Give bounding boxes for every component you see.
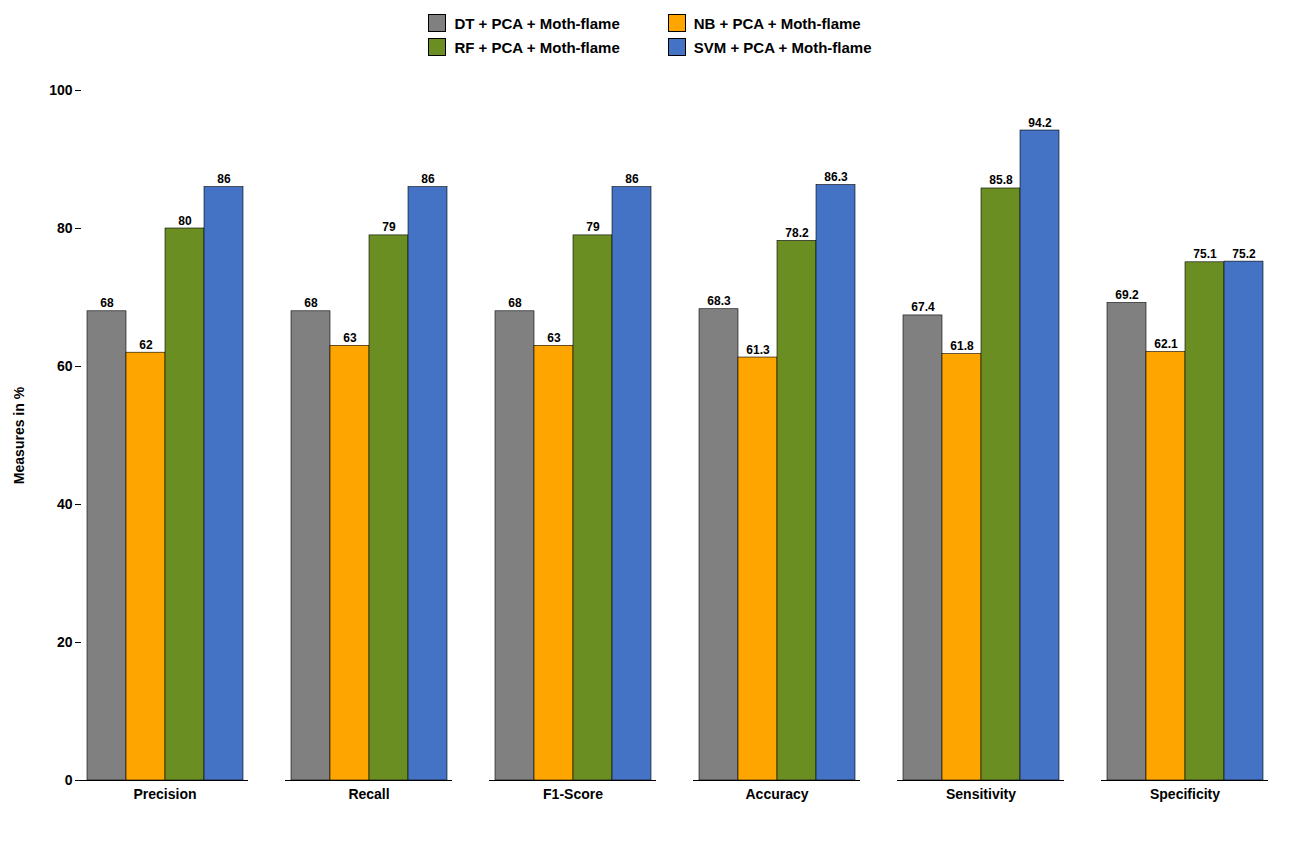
html-text:SVM + PCA + Moth-flame: SVM + PCA + Moth-flame xyxy=(693,38,872,56)
svg-text:Measures in %: Measures in % xyxy=(11,386,27,484)
svg-text:86: 86 xyxy=(217,172,231,186)
svg-text:61.8: 61.8 xyxy=(950,339,974,353)
svg-text:75.1: 75.1 xyxy=(1193,247,1217,261)
html-text:RF + PCA + Moth-flame: RF + PCA + Moth-flame xyxy=(454,38,620,56)
svg-text:62: 62 xyxy=(139,338,153,352)
svg-text:Accuracy: Accuracy xyxy=(745,786,808,802)
svg-text:79: 79 xyxy=(382,220,396,234)
html-text:DT + PCA + Moth-flame: DT + PCA + Moth-flame xyxy=(454,14,620,32)
svg-text:80: 80 xyxy=(57,220,73,236)
svg-text:75.2: 75.2 xyxy=(1232,247,1256,261)
svg-text:40: 40 xyxy=(57,496,73,512)
svg-text:Specificity: Specificity xyxy=(1150,786,1220,802)
svg-text:20: 20 xyxy=(57,634,73,650)
svg-text:69.2: 69.2 xyxy=(1115,288,1139,302)
svg-text:68: 68 xyxy=(304,296,318,310)
svg-text:94.2: 94.2 xyxy=(1028,116,1052,130)
svg-text:68.3: 68.3 xyxy=(707,294,731,308)
svg-text:67.4: 67.4 xyxy=(911,300,935,314)
svg-text:F1-Score: F1-Score xyxy=(543,786,603,802)
svg-text:Precision: Precision xyxy=(133,786,196,802)
svg-text:63: 63 xyxy=(547,331,561,345)
svg-text:Recall: Recall xyxy=(348,786,389,802)
svg-text:68: 68 xyxy=(100,296,114,310)
svg-text:60: 60 xyxy=(57,358,73,374)
svg-text:86.3: 86.3 xyxy=(824,170,848,184)
svg-text:63: 63 xyxy=(343,331,357,345)
svg-text:85.8: 85.8 xyxy=(989,173,1013,187)
svg-text:79: 79 xyxy=(586,220,600,234)
svg-text:78.2: 78.2 xyxy=(785,226,809,240)
svg-text:80: 80 xyxy=(178,214,192,228)
svg-text:62.1: 62.1 xyxy=(1154,337,1178,351)
svg-text:86: 86 xyxy=(625,172,639,186)
svg-text:Sensitivity: Sensitivity xyxy=(946,786,1016,802)
html-text:NB + PCA + Moth-flame: NB + PCA + Moth-flame xyxy=(693,14,861,32)
svg-text:61.3: 61.3 xyxy=(746,343,770,357)
svg-text:86: 86 xyxy=(421,172,435,186)
svg-text:0: 0 xyxy=(65,772,73,788)
svg-text:100: 100 xyxy=(49,82,73,98)
svg-text:68: 68 xyxy=(508,296,522,310)
